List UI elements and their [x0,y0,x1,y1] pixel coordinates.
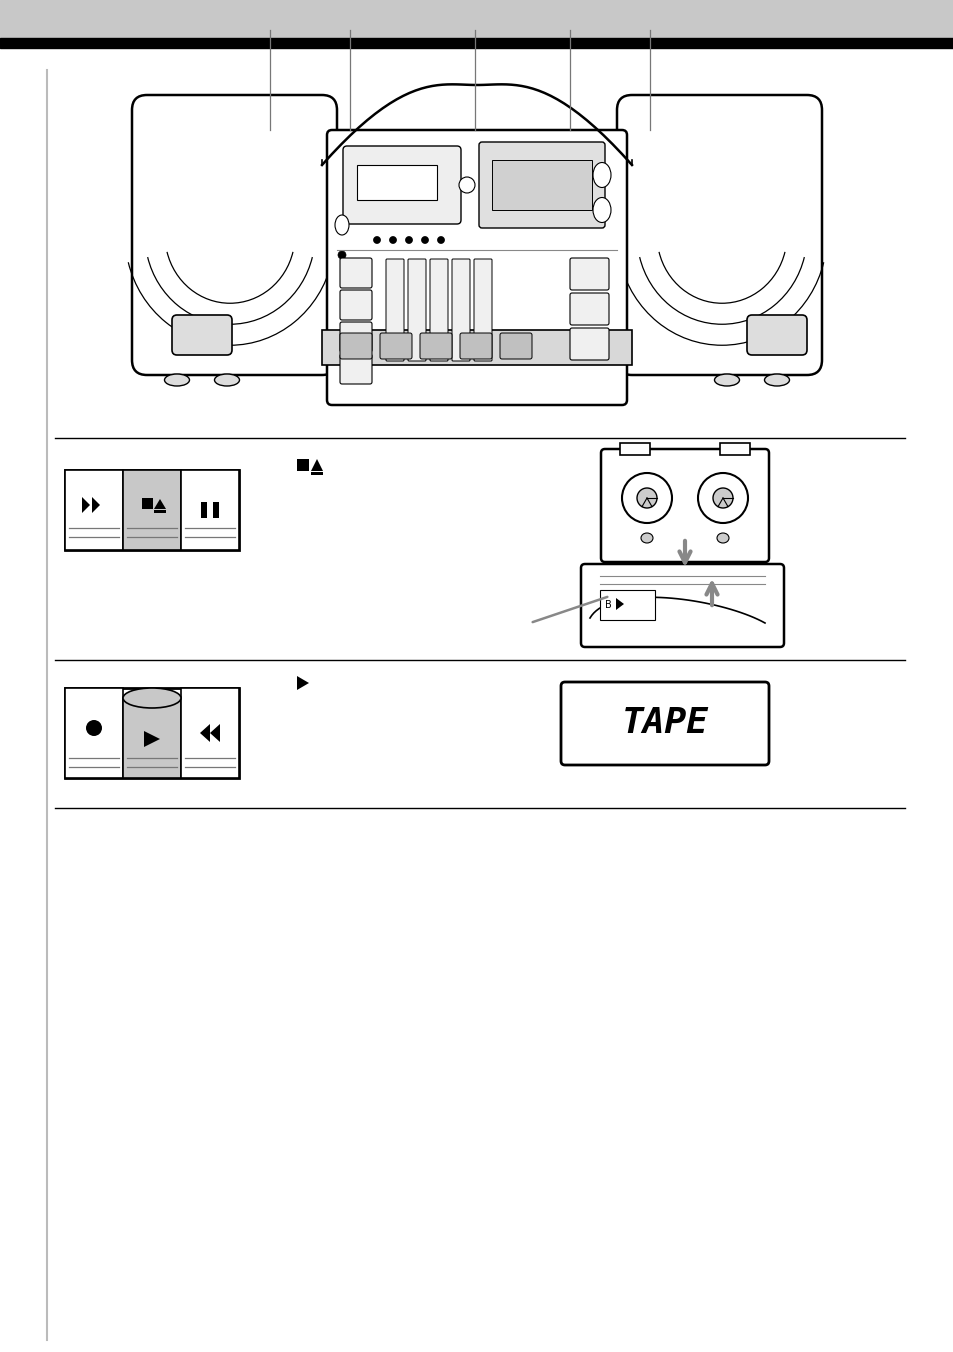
Circle shape [637,488,657,508]
FancyBboxPatch shape [580,564,783,648]
FancyBboxPatch shape [474,260,492,361]
Circle shape [458,177,475,193]
Polygon shape [153,499,166,508]
FancyBboxPatch shape [600,449,768,562]
FancyBboxPatch shape [339,289,372,320]
FancyBboxPatch shape [459,333,492,360]
Bar [492,160,592,210]
Text: TAPE: TAPE [620,706,708,740]
Polygon shape [210,725,220,742]
Circle shape [86,721,102,735]
FancyBboxPatch shape [746,315,806,356]
Polygon shape [296,676,309,690]
Bar [356,165,436,200]
FancyBboxPatch shape [339,322,372,352]
Polygon shape [144,731,160,748]
FancyBboxPatch shape [343,146,460,224]
Circle shape [337,251,346,260]
Circle shape [389,237,396,243]
Ellipse shape [717,533,728,544]
Circle shape [621,473,671,523]
FancyBboxPatch shape [452,260,470,361]
Polygon shape [82,498,90,512]
Circle shape [712,488,732,508]
Text: B: B [604,600,611,610]
FancyBboxPatch shape [430,260,448,361]
Bar [599,589,655,621]
Ellipse shape [763,375,789,387]
FancyBboxPatch shape [386,260,403,361]
Bar [311,472,323,475]
FancyBboxPatch shape [569,329,608,360]
Bar [201,502,207,518]
Bar [153,510,166,512]
Bar [181,688,239,777]
Circle shape [374,237,380,243]
Ellipse shape [164,375,190,387]
Bar [181,470,239,550]
Bar [0,38,953,49]
Polygon shape [91,498,100,512]
Ellipse shape [593,162,610,188]
FancyBboxPatch shape [339,333,372,360]
Bar [65,688,239,777]
Bar [213,502,219,518]
Polygon shape [200,725,210,742]
Circle shape [437,237,444,243]
FancyBboxPatch shape [379,333,412,360]
FancyBboxPatch shape [339,258,372,288]
Circle shape [405,237,412,243]
Circle shape [421,237,428,243]
Polygon shape [616,598,623,610]
FancyBboxPatch shape [569,293,608,324]
Bar [123,698,181,777]
Ellipse shape [640,533,652,544]
Bar [0,0,953,38]
Ellipse shape [214,375,239,387]
Bar [142,498,152,508]
Ellipse shape [714,375,739,387]
Bar [65,470,123,550]
Circle shape [698,473,747,523]
Ellipse shape [593,197,610,223]
FancyBboxPatch shape [172,315,232,356]
Bar [123,470,181,550]
FancyBboxPatch shape [132,95,336,375]
FancyBboxPatch shape [617,95,821,375]
Bar [296,458,309,470]
FancyBboxPatch shape [569,258,608,289]
Bar [65,470,239,550]
FancyBboxPatch shape [560,681,768,765]
Ellipse shape [123,688,181,708]
Bar [720,443,749,456]
FancyBboxPatch shape [327,130,626,406]
FancyBboxPatch shape [419,333,452,360]
FancyBboxPatch shape [408,260,426,361]
FancyBboxPatch shape [499,333,532,360]
Bar [322,330,631,365]
Polygon shape [311,458,323,470]
Bar [619,443,649,456]
FancyBboxPatch shape [339,354,372,384]
Bar [65,688,123,777]
FancyBboxPatch shape [478,142,604,228]
Ellipse shape [335,215,349,235]
